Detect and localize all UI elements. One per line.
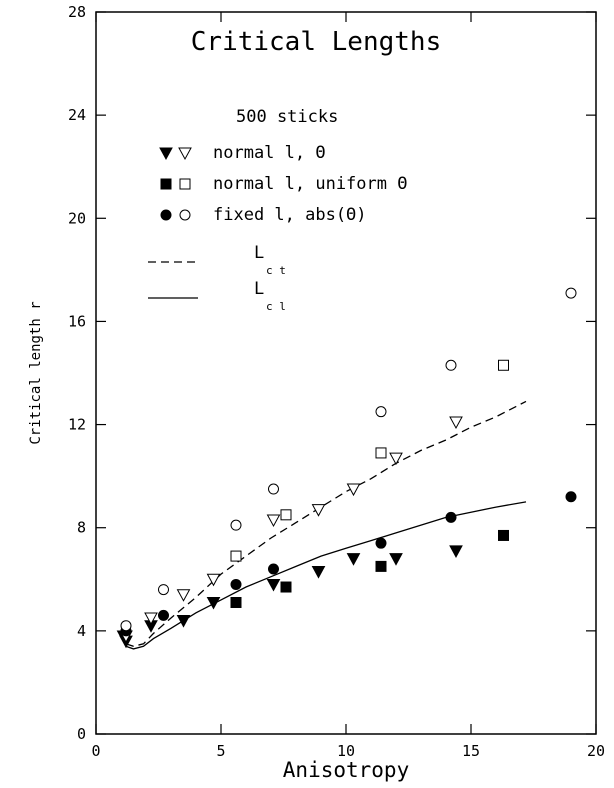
legend-subscript: c l: [266, 300, 286, 313]
point-open-triangle-down: [389, 452, 403, 466]
point-filled-circle: [375, 537, 387, 549]
legend-marker-filled-triangle-down: [159, 147, 173, 161]
point-open-circle: [375, 406, 387, 418]
point-filled-triangle-down: [311, 566, 326, 579]
point-open-square: [375, 447, 387, 459]
y-tick-label: 28: [68, 3, 86, 21]
curves: [125, 400, 527, 650]
point-open-circle: [158, 584, 169, 596]
y-tick-label: 20: [68, 209, 86, 227]
y-tick-label: 16: [68, 312, 86, 330]
legend-marker-open-triangle-down: [178, 147, 192, 161]
legend-header: 500 sticks: [236, 107, 338, 127]
legend-label: L: [254, 279, 264, 299]
y-tick-label: 8: [77, 519, 86, 537]
point-filled-square: [230, 596, 242, 608]
point-open-circle: [230, 519, 242, 531]
legend-label: fixed l, abs(Θ): [213, 205, 367, 225]
point-filled-circle: [230, 578, 242, 590]
legend-marker-filled-square: [160, 178, 172, 190]
x-tick-label: 0: [91, 742, 100, 760]
axis-ticks: 0 5 10 15 20 0 4 8 12 16 20 24 28: [68, 3, 605, 760]
point-filled-circle: [268, 563, 279, 575]
legend-subscript: c t: [266, 264, 286, 277]
y-tick-label: 4: [77, 622, 86, 640]
point-open-triangle-down: [311, 504, 326, 517]
curve-solid: [125, 501, 527, 650]
legend-label: L: [254, 243, 264, 263]
point-open-square: [280, 509, 292, 521]
chart-title: Critical Lengths: [191, 27, 441, 57]
point-filled-square: [498, 529, 509, 541]
point-filled-circle: [445, 511, 457, 523]
point-filled-triangle-down: [266, 578, 281, 592]
y-tick-label: 0: [77, 725, 86, 743]
plot-frame: [95, 11, 597, 735]
point-open-circle: [120, 620, 132, 632]
x-axis-label: Anisotropy: [283, 758, 409, 782]
point-filled-triangle-down: [389, 553, 403, 566]
point-open-triangle-down: [449, 416, 463, 430]
legend-label: normal l, uniform Θ: [213, 174, 407, 194]
point-filled-triangle-down: [449, 545, 463, 558]
point-open-square: [230, 550, 242, 562]
x-tick-label: 20: [587, 742, 605, 760]
point-open-circle: [445, 359, 457, 371]
x-tick-label: 5: [216, 742, 225, 760]
point-open-triangle-down: [266, 514, 281, 528]
point-filled-triangle-down: [206, 596, 221, 610]
point-filled-triangle-down: [176, 615, 191, 628]
point-open-triangle-down: [346, 483, 361, 497]
point-open-triangle-down: [206, 573, 221, 587]
y-axis-label: Critical length r: [28, 301, 44, 444]
y-tick-label: 12: [68, 416, 86, 434]
legend: 500 sticks normal l, Θ normal l, uniform …: [148, 107, 407, 313]
point-open-circle: [268, 483, 279, 495]
point-open-triangle-down: [144, 612, 158, 626]
x-tick-label: 15: [462, 742, 480, 760]
point-filled-triangle-down: [346, 553, 361, 566]
point-filled-circle: [565, 491, 577, 503]
data-points: [116, 287, 577, 649]
point-open-triangle-down: [176, 589, 191, 602]
point-open-circle: [565, 287, 577, 299]
curve-dashed: [125, 400, 527, 647]
legend-marker-open-square: [179, 178, 191, 190]
point-filled-square: [280, 581, 292, 593]
point-filled-square: [375, 560, 387, 572]
legend-marker-filled-circle: [160, 209, 172, 221]
point-filled-circle: [158, 609, 169, 621]
legend-marker-open-circle: [179, 209, 191, 221]
legend-label: normal l, Θ: [213, 143, 326, 163]
y-tick-label: 24: [68, 106, 86, 124]
x-tick-label: 10: [337, 742, 355, 760]
point-open-square: [498, 359, 509, 371]
